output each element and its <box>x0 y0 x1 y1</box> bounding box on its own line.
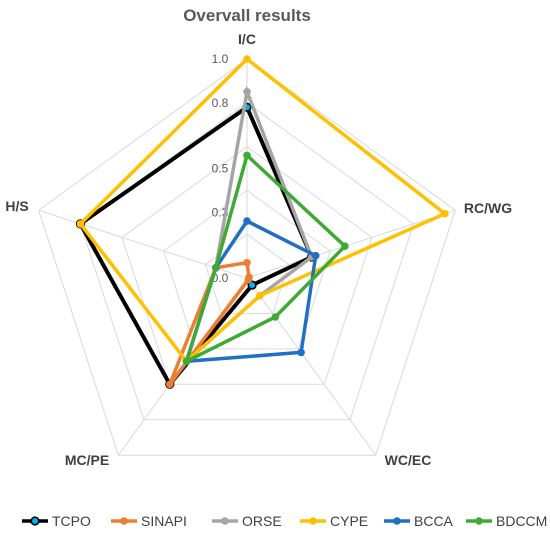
series-bdccm <box>182 151 349 366</box>
legend-marker-cype <box>309 517 317 525</box>
chart-title: Overvall results <box>183 6 311 25</box>
point-bdccm-2 <box>341 242 349 250</box>
point-orse-1 <box>243 88 251 96</box>
point-bdccm-1 <box>243 151 251 160</box>
point-bcca-3 <box>297 348 305 357</box>
point-cype-5 <box>76 220 85 228</box>
series-line-orse <box>182 85 314 367</box>
point-bdccm-4 <box>182 357 191 366</box>
series-lines <box>75 55 449 389</box>
grid-ring-3 <box>121 145 373 385</box>
legend-label-cype: CYPE <box>330 513 368 529</box>
legend-marker-tcpo <box>30 516 40 526</box>
legend-label-tcpo: TCPO <box>52 513 91 529</box>
point-bcca-1 <box>243 217 251 225</box>
series-line-tcpo <box>77 104 315 388</box>
tick-label-5: 1.0 <box>212 52 229 66</box>
point-cype-1 <box>243 55 251 63</box>
legend-marker-orse <box>221 517 229 525</box>
grid-ring-1 <box>204 233 290 314</box>
axis-label-3: WC/EC <box>385 452 432 468</box>
point-sinapi-4 <box>166 380 174 389</box>
series-line-sinapi <box>168 260 251 386</box>
legend: TCPO SINAPI ORSE CYPE BCCA BDCCM <box>22 513 547 529</box>
grid-ring-2 <box>163 189 331 350</box>
axis-label-4: MC/PE <box>65 452 109 468</box>
tick-label-3: 0.5 <box>212 162 229 176</box>
axis-label-2: RC/WG <box>464 200 512 216</box>
point-bcca-2 <box>311 251 320 260</box>
legend-label-orse: ORSE <box>242 513 282 529</box>
grid-spoke-3 <box>246 277 377 456</box>
tick-label-1: 0.0 <box>212 271 229 285</box>
grid-spoke-2 <box>246 209 456 279</box>
axis-label-1: I/C <box>238 31 256 47</box>
axis-labels: I/C RC/WG WC/EC MC/PE H/S <box>5 31 512 468</box>
series-line-cype <box>78 56 449 364</box>
series-line-bdccm <box>183 152 348 365</box>
point-tcpo-3 <box>247 280 257 290</box>
radial-tick-labels: 0.00.30.50.81.0 <box>212 52 229 285</box>
tick-label-4: 0.8 <box>212 96 229 110</box>
grid-ring-5 <box>38 58 456 456</box>
point-sinapi-1 <box>243 258 251 267</box>
legend-label-sinapi: SINAPI <box>141 513 187 529</box>
point-bdccm-3 <box>271 313 280 321</box>
legend-marker-bdccm <box>475 517 483 525</box>
point-cype-3 <box>256 291 264 300</box>
point-sinapi-3 <box>244 276 253 284</box>
point-bdccm-5 <box>212 264 220 272</box>
series-tcpo <box>75 102 317 389</box>
axis-label-5: H/S <box>5 198 28 214</box>
legend-label-bcca: BCCA <box>414 513 454 529</box>
legend-label-bdccm: BDCCM <box>496 513 547 529</box>
legend-marker-bcca <box>393 517 401 525</box>
series-orse <box>182 85 316 367</box>
point-cype-2 <box>441 209 449 218</box>
legend-marker-sinapi <box>120 517 128 525</box>
series-line-bcca <box>184 218 318 364</box>
